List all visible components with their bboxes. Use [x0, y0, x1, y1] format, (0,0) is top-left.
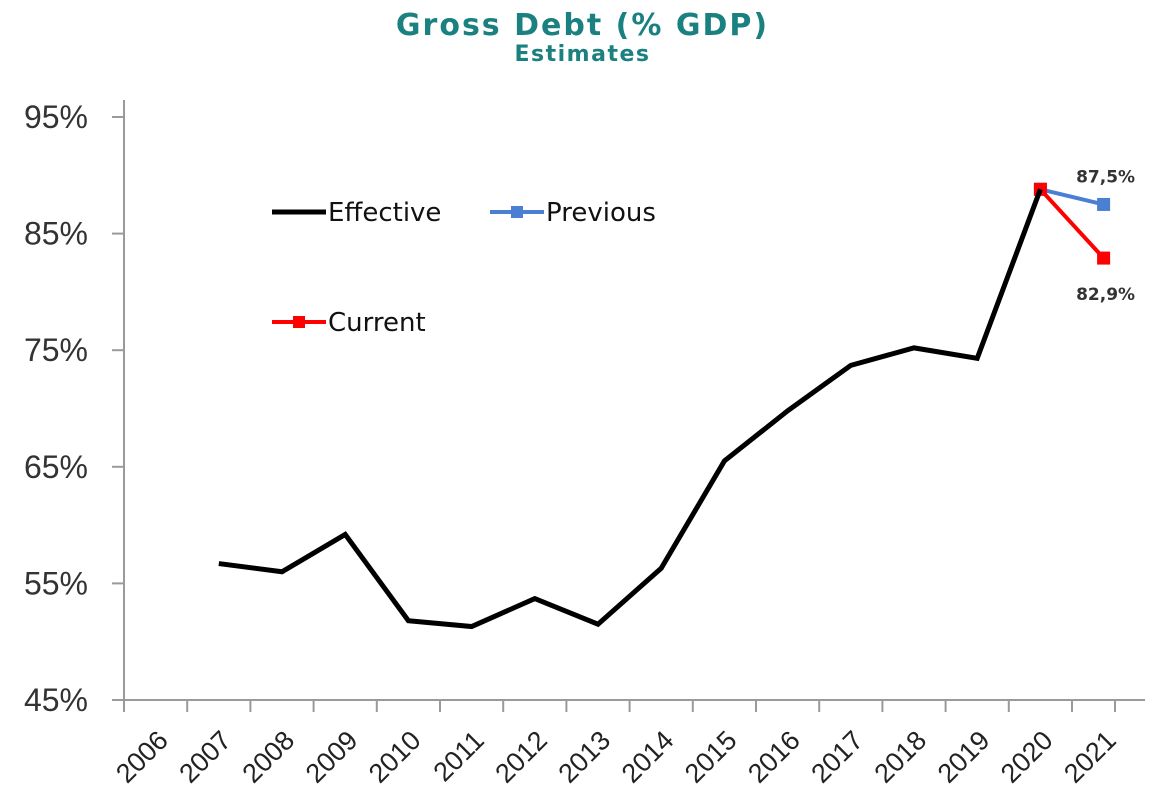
- legend-swatch-marker: [293, 316, 305, 328]
- legend-label: Previous: [546, 198, 656, 228]
- x-tick-label: 2018: [869, 725, 933, 789]
- x-tick-label: 2017: [805, 725, 869, 789]
- current-point-marker: [1097, 251, 1111, 265]
- legend-item-previous: Previous: [490, 198, 656, 228]
- data-label-previous: 87,5%: [1076, 167, 1135, 187]
- y-tick-label: 65%: [24, 449, 88, 485]
- current-series-line: [1038, 187, 1106, 260]
- x-tick-label: 2010: [363, 725, 427, 789]
- axes: [123, 100, 1145, 701]
- previous-series-line: [1039, 187, 1105, 207]
- legend-label: Effective: [328, 198, 441, 228]
- legend-swatch-marker: [511, 206, 523, 218]
- x-tick-label: 2007: [173, 725, 237, 789]
- x-tick-label: 2019: [932, 725, 996, 789]
- legend-item-current: Current: [272, 308, 426, 338]
- x-tick-label: 2009: [300, 725, 364, 789]
- legend-item-effective: Effective: [272, 198, 441, 228]
- y-tick-label: 75%: [24, 332, 88, 368]
- y-tick-label: 45%: [24, 682, 88, 718]
- x-tick-label: 2016: [742, 725, 806, 789]
- x-tick-label: 2011: [428, 725, 490, 787]
- x-tick-label: 2014: [616, 725, 680, 789]
- chart-subtitle: Estimates: [514, 42, 651, 67]
- x-axis-ticks: 2006 2007 2008 2009 2010 2011 2012 2013 2014 2015…: [110, 700, 1122, 789]
- data-labels: 87,5% 82,9%: [1076, 167, 1135, 305]
- y-tick-label: 95%: [24, 99, 88, 135]
- data-label-current: 82,9%: [1076, 285, 1135, 305]
- series-lines: [218, 182, 1111, 630]
- y-axis-ticks: 45% 55% 65% 75% 85% 95%: [24, 99, 124, 718]
- chart-title: Gross Debt (% GDP): [395, 8, 770, 43]
- x-tick-label: 2015: [679, 725, 743, 789]
- x-tick-label: 2012: [489, 725, 553, 789]
- legend: Effective Previous Current: [272, 198, 656, 338]
- y-tick-label: 55%: [24, 565, 88, 601]
- previous-point-marker: [1097, 197, 1111, 211]
- x-tick-label: 2006: [110, 725, 174, 789]
- x-tick-label: 2020: [995, 725, 1059, 789]
- x-tick-label: 2013: [553, 725, 617, 789]
- x-tick-label: 2021: [1058, 725, 1122, 789]
- legend-label: Current: [328, 308, 426, 338]
- y-tick-label: 85%: [24, 216, 88, 252]
- effective-series-line: [218, 188, 1043, 630]
- x-tick-label: 2008: [237, 725, 301, 789]
